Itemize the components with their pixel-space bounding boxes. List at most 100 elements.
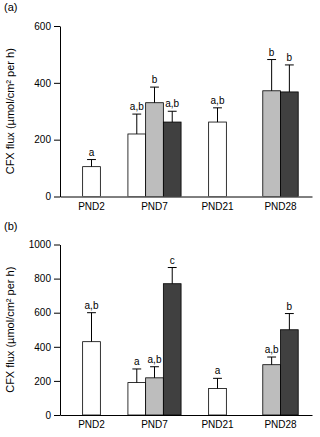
panel: (a)CFX flux (µmol/cm² per h)0200400600PN… [4,1,313,212]
y-axis-title: CFX flux (µmol/cm² per h) [4,267,16,393]
error-bar [150,87,159,103]
bar [83,167,101,197]
y-tick: 400 [34,342,60,353]
significance-letter: a,b [211,95,225,106]
x-tick: PND2 [78,415,105,430]
significance-letter: a,b [165,98,179,109]
y-tick: 400 [34,78,60,89]
y-axis-title: CFX flux (µmol/cm² per h) [4,48,16,174]
y-tick-label: 400 [34,78,51,89]
significance-letter: b [152,74,158,85]
y-tick: 800 [34,273,60,284]
bar [146,103,164,197]
error-bar-stem [289,65,290,92]
error-bar-cap [87,159,96,160]
x-axis-line [61,415,313,416]
x-axis: PND2PND7PND21PND28 [61,197,313,212]
error-bar-cap [267,357,276,358]
x-tick-label: PND28 [264,419,297,430]
y-tick: 200 [34,134,60,145]
y-tick-label: 0 [45,191,51,202]
error-bar-stem [217,108,218,122]
x-tick: PND2 [78,197,105,212]
x-tick-label: PND2 [78,201,105,212]
error-bar [87,160,96,167]
y-tick-mark [54,197,60,198]
plot-area [83,60,299,197]
error-bar-stem [289,314,290,330]
x-tick-label: PND21 [201,201,234,212]
error-bar-stem [271,357,272,365]
significance-letter: b [269,47,275,58]
significance-letter: b [287,52,293,63]
y-tick-mark [54,415,60,416]
significance-letter: c [170,255,175,266]
error-bar-stem [154,367,155,378]
bar [163,122,181,196]
error-bar-stem [154,87,155,103]
y-tick-mark [54,313,60,314]
error-bar [285,65,294,92]
error-bar [267,357,276,365]
y-tick-mark [54,347,60,348]
y-axis-line [60,27,61,198]
y-tick-label: 200 [34,376,51,387]
y-tick: 1000 [29,239,60,250]
y-tick-mark [54,279,60,280]
error-bar [87,313,96,342]
error-bar-stem [136,114,137,134]
error-bar-cap [168,267,177,268]
annotations: a a,b b a,b a,b b b [89,47,293,158]
significance-letter: a,b [148,354,162,365]
error-bar [168,268,177,284]
panel-title: (b) [4,220,17,232]
error-bar-cap [132,114,141,115]
significance-letter: b [287,301,293,312]
error-bar-cap [267,59,276,60]
error-bar-stem [217,378,218,388]
y-axis-line [60,245,61,416]
bar [146,378,164,415]
significance-letter: a [89,147,95,158]
y-tick-mark [54,140,60,141]
error-bar-cap [285,64,294,65]
bar [263,365,281,415]
x-tick: PND7 [141,415,168,430]
error-bar-cap [168,111,177,112]
error-bar-cap [132,368,141,369]
bar [128,134,146,197]
bar [281,330,299,415]
y-tick-label: 600 [34,21,51,32]
y-tick-mark [54,26,60,27]
y-tick-label: 1000 [29,239,52,250]
bar [281,92,299,197]
bar [83,342,101,415]
y-tick-label: 400 [34,342,51,353]
x-axis: PND2PND7PND21PND28 [61,415,313,430]
x-tick: PND21 [201,197,234,212]
x-tick-label: PND7 [141,419,168,430]
error-bar-cap [150,366,159,367]
error-bar [213,378,222,388]
significance-letter: a [215,365,221,376]
x-tick: PND28 [264,415,297,430]
significance-letter: a,b [265,344,279,355]
bar [263,91,281,197]
y-tick-mark [54,381,60,382]
error-bar-cap [213,107,222,108]
y-tick-label: 800 [34,273,51,284]
x-tick-label: PND7 [141,201,168,212]
significance-letter: a,b [130,101,144,112]
y-tick: 0 [45,191,60,202]
error-bar-stem [172,268,173,284]
y-tick: 200 [34,376,60,387]
error-bar [285,314,294,330]
y-tick: 0 [45,410,60,421]
significance-letter: a,b [85,300,99,311]
x-tick-label: PND2 [78,419,105,430]
y-tick-mark [54,245,60,246]
y-tick-label: 200 [34,134,51,145]
y-axis: 0 200 400 600 [34,21,60,203]
bar [128,383,146,415]
error-bar [267,60,276,91]
